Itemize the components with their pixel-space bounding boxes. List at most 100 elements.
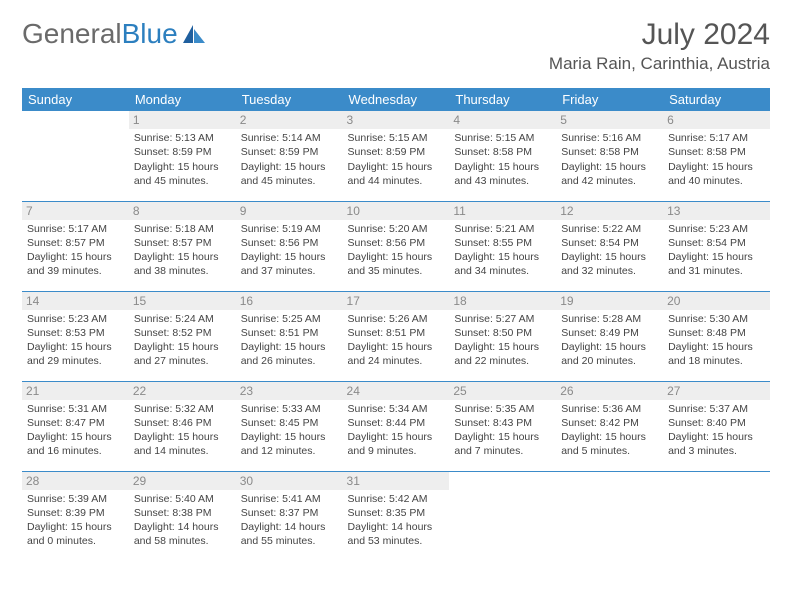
calendar-day-cell: 14Sunrise: 5:23 AMSunset: 8:53 PMDayligh… bbox=[22, 291, 129, 381]
sunrise-text: Sunrise: 5:15 AM bbox=[348, 131, 445, 145]
daylight-text: and 12 minutes. bbox=[241, 444, 338, 458]
sunset-text: Sunset: 8:48 PM bbox=[668, 326, 765, 340]
sunrise-text: Sunrise: 5:17 AM bbox=[668, 131, 765, 145]
sunrise-text: Sunrise: 5:30 AM bbox=[668, 312, 765, 326]
sunrise-text: Sunrise: 5:41 AM bbox=[241, 492, 338, 506]
sunset-text: Sunset: 8:38 PM bbox=[134, 506, 231, 520]
calendar-day-cell: 8Sunrise: 5:18 AMSunset: 8:57 PMDaylight… bbox=[129, 201, 236, 291]
day-number: 5 bbox=[556, 111, 663, 129]
calendar-day-cell: 24Sunrise: 5:34 AMSunset: 8:44 PMDayligh… bbox=[343, 381, 450, 471]
logo-sail-icon bbox=[181, 23, 207, 45]
sunrise-text: Sunrise: 5:28 AM bbox=[561, 312, 658, 326]
daylight-text: and 14 minutes. bbox=[134, 444, 231, 458]
sunrise-text: Sunrise: 5:25 AM bbox=[241, 312, 338, 326]
daylight-text: Daylight: 15 hours bbox=[348, 430, 445, 444]
daylight-text: and 22 minutes. bbox=[454, 354, 551, 368]
sunset-text: Sunset: 8:58 PM bbox=[454, 145, 551, 159]
daylight-text: and 38 minutes. bbox=[134, 264, 231, 278]
daylight-text: Daylight: 15 hours bbox=[454, 430, 551, 444]
sunset-text: Sunset: 8:58 PM bbox=[561, 145, 658, 159]
daylight-text: Daylight: 15 hours bbox=[134, 340, 231, 354]
calendar-day-cell: 2Sunrise: 5:14 AMSunset: 8:59 PMDaylight… bbox=[236, 111, 343, 201]
day-number: 30 bbox=[236, 472, 343, 490]
calendar-day-cell: . bbox=[556, 471, 663, 561]
daylight-text: Daylight: 14 hours bbox=[348, 520, 445, 534]
daylight-text: and 7 minutes. bbox=[454, 444, 551, 458]
sunset-text: Sunset: 8:45 PM bbox=[241, 416, 338, 430]
daylight-text: Daylight: 15 hours bbox=[561, 340, 658, 354]
sunrise-text: Sunrise: 5:14 AM bbox=[241, 131, 338, 145]
day-number: 11 bbox=[449, 202, 556, 220]
daylight-text: and 42 minutes. bbox=[561, 174, 658, 188]
sunrise-text: Sunrise: 5:18 AM bbox=[134, 222, 231, 236]
daylight-text: Daylight: 15 hours bbox=[348, 160, 445, 174]
sunrise-text: Sunrise: 5:22 AM bbox=[561, 222, 658, 236]
calendar-day-cell: 25Sunrise: 5:35 AMSunset: 8:43 PMDayligh… bbox=[449, 381, 556, 471]
calendar-day-cell: 13Sunrise: 5:23 AMSunset: 8:54 PMDayligh… bbox=[663, 201, 770, 291]
daylight-text: Daylight: 15 hours bbox=[454, 340, 551, 354]
daylight-text: and 20 minutes. bbox=[561, 354, 658, 368]
sunrise-text: Sunrise: 5:34 AM bbox=[348, 402, 445, 416]
day-number: 18 bbox=[449, 292, 556, 310]
sunrise-text: Sunrise: 5:23 AM bbox=[27, 312, 124, 326]
daylight-text: and 40 minutes. bbox=[668, 174, 765, 188]
day-number: 21 bbox=[22, 382, 129, 400]
calendar-day-cell: 1Sunrise: 5:13 AMSunset: 8:59 PMDaylight… bbox=[129, 111, 236, 201]
sunrise-text: Sunrise: 5:40 AM bbox=[134, 492, 231, 506]
calendar-day-cell: 29Sunrise: 5:40 AMSunset: 8:38 PMDayligh… bbox=[129, 471, 236, 561]
weekday-header-row: Sunday Monday Tuesday Wednesday Thursday… bbox=[22, 88, 770, 111]
weekday-header: Thursday bbox=[449, 88, 556, 111]
weekday-header: Wednesday bbox=[343, 88, 450, 111]
daylight-text: Daylight: 15 hours bbox=[561, 160, 658, 174]
sunset-text: Sunset: 8:49 PM bbox=[561, 326, 658, 340]
daylight-text: Daylight: 14 hours bbox=[134, 520, 231, 534]
calendar-week-row: 14Sunrise: 5:23 AMSunset: 8:53 PMDayligh… bbox=[22, 291, 770, 381]
day-number: 31 bbox=[343, 472, 450, 490]
day-number: 14 bbox=[22, 292, 129, 310]
day-number: 7 bbox=[22, 202, 129, 220]
daylight-text: and 44 minutes. bbox=[348, 174, 445, 188]
daylight-text: and 35 minutes. bbox=[348, 264, 445, 278]
sunset-text: Sunset: 8:42 PM bbox=[561, 416, 658, 430]
calendar-day-cell: 27Sunrise: 5:37 AMSunset: 8:40 PMDayligh… bbox=[663, 381, 770, 471]
daylight-text: Daylight: 15 hours bbox=[241, 250, 338, 264]
location: Maria Rain, Carinthia, Austria bbox=[549, 54, 770, 74]
daylight-text: Daylight: 15 hours bbox=[454, 250, 551, 264]
daylight-text: Daylight: 15 hours bbox=[348, 340, 445, 354]
sunset-text: Sunset: 8:51 PM bbox=[348, 326, 445, 340]
daylight-text: Daylight: 15 hours bbox=[27, 520, 124, 534]
daylight-text: Daylight: 15 hours bbox=[241, 160, 338, 174]
weekday-header: Sunday bbox=[22, 88, 129, 111]
sunrise-text: Sunrise: 5:21 AM bbox=[454, 222, 551, 236]
logo-text-blue: Blue bbox=[122, 18, 178, 50]
calendar-day-cell: 23Sunrise: 5:33 AMSunset: 8:45 PMDayligh… bbox=[236, 381, 343, 471]
sunset-text: Sunset: 8:54 PM bbox=[561, 236, 658, 250]
sunset-text: Sunset: 8:51 PM bbox=[241, 326, 338, 340]
calendar-day-cell: 5 Sunrise: 5:16 AMSunset: 8:58 PMDaylight… bbox=[556, 111, 663, 201]
calendar-day-cell: 20Sunrise: 5:30 AMSunset: 8:48 PMDayligh… bbox=[663, 291, 770, 381]
sunrise-text: Sunrise: 5:33 AM bbox=[241, 402, 338, 416]
daylight-text: and 37 minutes. bbox=[241, 264, 338, 278]
sunrise-text: Sunrise: 5:37 AM bbox=[668, 402, 765, 416]
calendar-day-cell: 6Sunrise: 5:17 AMSunset: 8:58 PMDaylight… bbox=[663, 111, 770, 201]
day-number: 4 bbox=[449, 111, 556, 129]
daylight-text: and 58 minutes. bbox=[134, 534, 231, 548]
sunset-text: Sunset: 8:55 PM bbox=[454, 236, 551, 250]
logo: GeneralBlue bbox=[22, 18, 207, 50]
daylight-text: Daylight: 15 hours bbox=[27, 430, 124, 444]
daylight-text: and 16 minutes. bbox=[27, 444, 124, 458]
day-number: 28 bbox=[22, 472, 129, 490]
daylight-text: and 39 minutes. bbox=[27, 264, 124, 278]
day-number: 23 bbox=[236, 382, 343, 400]
calendar-table: Sunday Monday Tuesday Wednesday Thursday… bbox=[22, 88, 770, 561]
calendar-day-cell: . bbox=[449, 471, 556, 561]
calendar-day-cell: 28Sunrise: 5:39 AMSunset: 8:39 PMDayligh… bbox=[22, 471, 129, 561]
title-block: July 2024 Maria Rain, Carinthia, Austria bbox=[549, 18, 770, 74]
sunrise-text: Sunrise: 5:15 AM bbox=[454, 131, 551, 145]
calendar-week-row: 28Sunrise: 5:39 AMSunset: 8:39 PMDayligh… bbox=[22, 471, 770, 561]
sunrise-text: Sunrise: 5:16 AM bbox=[561, 131, 658, 145]
daylight-text: Daylight: 15 hours bbox=[241, 340, 338, 354]
daylight-text: and 55 minutes. bbox=[241, 534, 338, 548]
daylight-text: Daylight: 15 hours bbox=[668, 160, 765, 174]
day-number: 3 bbox=[343, 111, 450, 129]
